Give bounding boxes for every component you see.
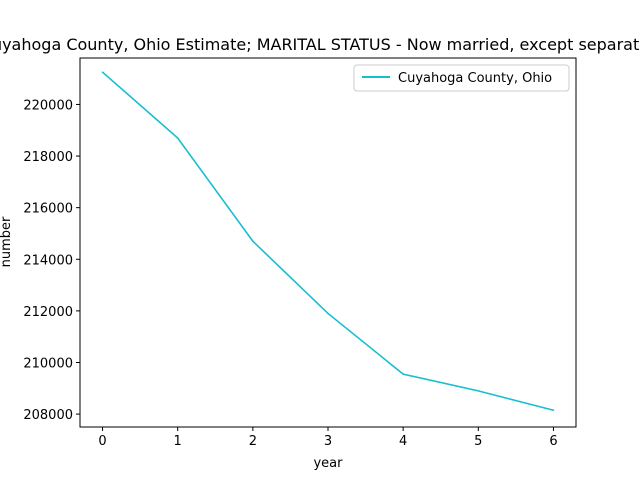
legend: Cuyahoga County, Ohio xyxy=(353,64,570,92)
y-tick-label: 214000 xyxy=(23,253,73,268)
x-tick-label: 1 xyxy=(174,434,182,449)
chart-title: Cuyahoga County, Ohio Estimate; MARITAL … xyxy=(0,35,640,54)
y-tick-label: 208000 xyxy=(23,408,73,423)
x-tick-label: 5 xyxy=(474,434,482,449)
data-point xyxy=(101,71,104,73)
x-tick-label: 6 xyxy=(549,434,557,449)
y-tick-label: 210000 xyxy=(23,356,73,371)
plot-area xyxy=(79,57,577,428)
y-tick-label: 218000 xyxy=(23,150,73,165)
y-axis-label: number xyxy=(0,216,14,267)
y-axis: 208000 210000 212000 214000 216000 218000 2200… xyxy=(23,98,80,423)
data-point xyxy=(176,137,179,139)
data-point xyxy=(402,373,404,375)
legend-label: Cuyahoga County, Ohio xyxy=(398,71,552,86)
data-point xyxy=(477,390,480,392)
series-layer xyxy=(101,71,555,412)
data-point xyxy=(327,312,329,315)
x-tick-label: 0 xyxy=(98,434,106,449)
data-point xyxy=(552,409,555,412)
data-point xyxy=(252,240,254,243)
x-axis: 0 1 2 3 4 5 6 xyxy=(98,427,558,449)
x-tick-label: 4 xyxy=(399,434,407,449)
y-tick-label: 216000 xyxy=(23,202,73,217)
y-tick-label: 220000 xyxy=(23,98,73,113)
y-tick-label: 212000 xyxy=(23,305,73,320)
legend-box xyxy=(353,64,570,92)
x-tick-label: 3 xyxy=(324,434,332,449)
x-tick-label: 2 xyxy=(249,434,257,449)
x-axis-label: year xyxy=(313,456,343,471)
